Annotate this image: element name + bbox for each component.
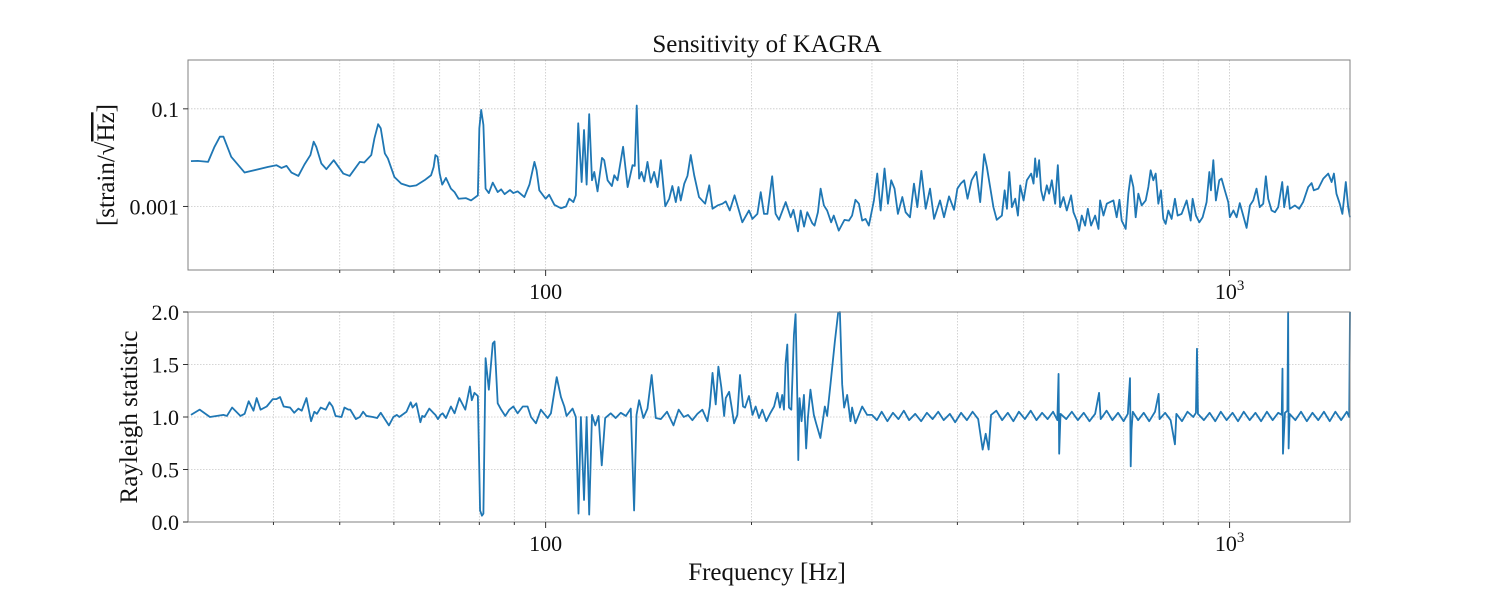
sensitivity-series <box>190 104 1351 233</box>
sensitivity-y-tick-label: 0.1 <box>152 97 180 122</box>
sqrt-symbol: √ <box>93 141 120 155</box>
rayleigh-series <box>190 311 1351 517</box>
sensitivity-grid <box>188 60 1350 270</box>
rayleigh-y-axis-label: Rayleigh statistic <box>116 331 143 504</box>
chart-title: Sensitivity of KAGRA <box>652 31 881 58</box>
sensitivity-series-line-0 <box>190 104 1351 233</box>
ylabel-prefix: [strain/ <box>93 155 120 226</box>
svg-text:[strain/√Hz]: [strain/√Hz] <box>93 104 120 226</box>
rayleigh-y-tick-label: 1.5 <box>152 353 180 378</box>
rayleigh-y-tick-label: 0.5 <box>152 458 180 483</box>
rayleigh-series-line-0 <box>190 311 1351 517</box>
rayleigh-x-tick-label: 100 <box>529 531 562 556</box>
rayleigh-y-tick-label: 2.0 <box>152 300 180 325</box>
rayleigh-y-tick-label: 1.0 <box>152 405 180 430</box>
sensitivity-y-tick-label: 0.001 <box>130 194 180 219</box>
x-axis-label: Frequency [Hz] <box>688 559 846 586</box>
sensitivity-x-tick-label: 100 <box>529 279 562 304</box>
rayleigh-x-tick-exponent: 3 <box>1237 530 1245 546</box>
ylabel-sqrt-hz: Hz <box>93 112 120 141</box>
sensitivity-x-tick-exponent: 3 <box>1237 278 1245 294</box>
rayleigh-y-tick-label: 0.0 <box>152 510 180 535</box>
sensitivity-axes-frame <box>187 59 1351 271</box>
sensitivity-y-axis-label: [strain/√Hz] <box>93 104 120 226</box>
ylabel-suffix: ] <box>93 104 120 112</box>
